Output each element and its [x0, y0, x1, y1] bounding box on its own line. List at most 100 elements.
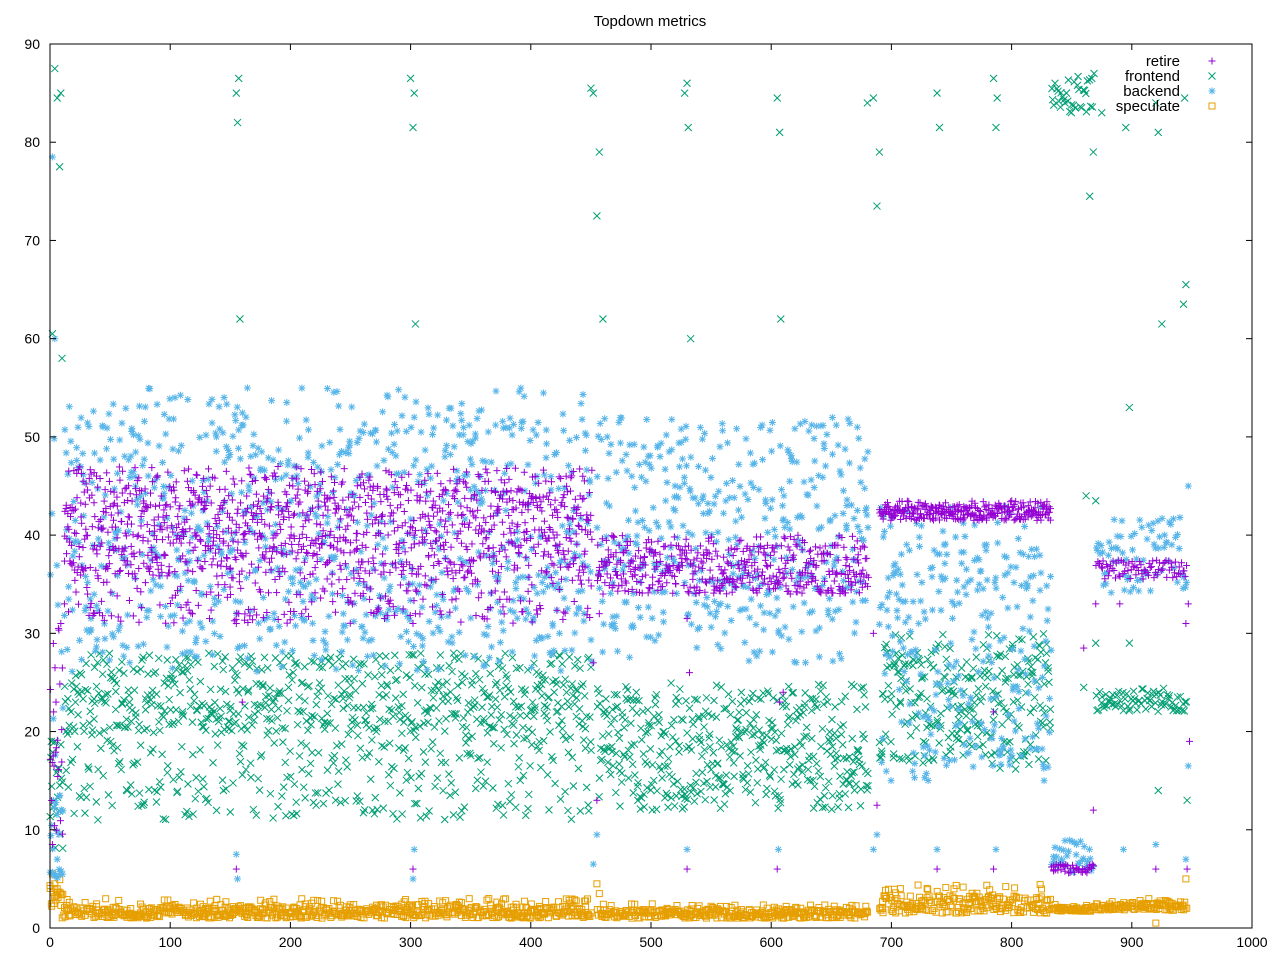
backend-point	[729, 477, 737, 485]
frontend-point	[169, 675, 178, 684]
backend-point	[209, 651, 217, 659]
backend-point	[352, 477, 360, 485]
backend-point	[770, 556, 778, 564]
backend-point	[550, 647, 558, 655]
backend-point	[619, 566, 627, 574]
frontend-point	[667, 679, 675, 687]
frontend-point	[274, 704, 283, 713]
frontend-point	[334, 780, 342, 788]
frontend-point	[63, 694, 72, 703]
backend-point	[451, 604, 459, 612]
backend-point	[558, 522, 566, 530]
backend-point	[900, 667, 908, 675]
frontend-point	[748, 731, 757, 740]
frontend-point	[1091, 639, 1100, 648]
frontend-point	[510, 739, 518, 748]
frontend-point	[512, 731, 521, 739]
frontend-point	[682, 696, 690, 705]
backend-point	[549, 620, 557, 628]
frontend-point	[979, 640, 988, 649]
backend-point	[175, 556, 183, 564]
frontend-point	[507, 790, 516, 799]
frontend-point	[606, 770, 615, 779]
frontend-point	[164, 682, 173, 690]
backend-point	[1184, 482, 1192, 490]
backend-point	[1021, 735, 1029, 743]
backend-point	[416, 632, 424, 640]
backend-point	[543, 440, 551, 448]
frontend-point	[550, 688, 559, 697]
frontend-point	[737, 688, 746, 697]
frontend-point	[616, 802, 624, 811]
backend-point	[552, 569, 560, 577]
frontend-point	[447, 779, 456, 787]
backend-point	[961, 741, 969, 749]
speculate-point	[571, 896, 579, 904]
backend-point	[1047, 646, 1055, 654]
frontend-point	[760, 763, 769, 772]
backend-point	[881, 670, 889, 678]
frontend-point	[644, 728, 652, 736]
frontend-point	[227, 726, 236, 735]
backend-point	[668, 415, 676, 423]
frontend-point	[834, 803, 842, 811]
frontend-point	[680, 803, 689, 811]
backend-point	[346, 437, 354, 445]
frontend-point	[262, 692, 270, 701]
frontend-point	[236, 315, 244, 323]
frontend-point	[177, 742, 186, 751]
frontend-point	[675, 748, 683, 756]
backend-point	[1038, 673, 1046, 681]
backend-point	[979, 585, 987, 593]
backend-point	[687, 620, 695, 628]
speculate-point	[402, 896, 410, 904]
frontend-point	[556, 795, 565, 803]
frontend-point	[497, 743, 505, 752]
frontend-point	[178, 668, 186, 676]
backend-point	[74, 423, 82, 431]
frontend-point	[284, 683, 293, 692]
frontend-point	[218, 776, 227, 784]
backend-point	[654, 443, 662, 451]
backend-point	[241, 642, 249, 650]
backend-point	[755, 486, 763, 494]
backend-point	[79, 471, 87, 479]
frontend-point	[690, 797, 699, 806]
backend-point	[312, 575, 320, 583]
backend-point	[208, 419, 216, 427]
frontend-point	[839, 721, 848, 729]
backend-point	[343, 636, 351, 644]
backend-point	[162, 430, 170, 438]
frontend-point	[767, 735, 776, 744]
backend-point	[466, 455, 474, 463]
frontend-point	[300, 662, 309, 671]
frontend-point	[105, 649, 114, 658]
speculate-point	[527, 900, 535, 908]
frontend-point	[176, 688, 184, 697]
frontend-point	[136, 665, 145, 674]
frontend-point	[497, 710, 506, 719]
backend-point	[68, 606, 76, 614]
frontend-point	[226, 808, 235, 816]
frontend-point	[740, 696, 749, 705]
backend-point	[61, 426, 69, 434]
backend-point	[67, 437, 75, 445]
backend-point	[259, 499, 267, 507]
frontend-point	[389, 809, 397, 818]
backend-point	[888, 632, 896, 640]
frontend-point	[749, 724, 758, 732]
backend-point	[434, 623, 442, 631]
backend-point	[807, 476, 815, 484]
frontend-point	[614, 728, 622, 737]
backend-point	[984, 623, 992, 631]
frontend-point	[373, 805, 382, 814]
backend-point	[928, 606, 936, 614]
backend-point	[336, 517, 344, 525]
frontend-point	[775, 128, 784, 137]
backend-point	[215, 597, 223, 605]
backend-point	[221, 458, 229, 466]
backend-point	[492, 387, 500, 395]
frontend-point	[198, 699, 207, 708]
backend-point	[1059, 846, 1067, 854]
backend-point	[775, 627, 783, 635]
